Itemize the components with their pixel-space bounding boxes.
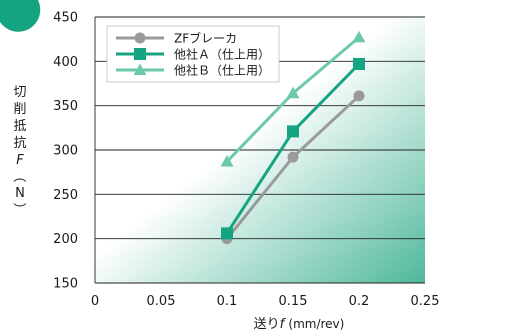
x-tick-label: 0.1 [217, 294, 238, 309]
corner-badge [0, 0, 41, 32]
series-layer [220, 30, 366, 245]
legend-swatch-marker [134, 32, 146, 44]
y-axis-label-char: 切 [13, 85, 26, 100]
y-axis-label-char: 削 [13, 102, 26, 117]
y-tick-label: 250 [53, 188, 78, 203]
y-tick-label: 400 [53, 55, 78, 70]
data-point [353, 57, 365, 70]
data-point [286, 86, 300, 99]
x-tick-label: 0.05 [147, 294, 176, 309]
y-axis-label-char: ） [11, 202, 26, 215]
data-point [353, 90, 365, 102]
x-tick-label: 0.2 [349, 294, 370, 309]
legend-label: ZFブレーカ [174, 31, 237, 46]
legend-item: ZFブレーカ [116, 31, 237, 46]
legend-label: 他社Ａ（仕上用） [174, 47, 270, 62]
data-point [220, 155, 234, 167]
data-point [287, 151, 299, 163]
x-axis-label: 送りf (mm/rev) [254, 317, 345, 332]
series-3 [220, 30, 366, 167]
legend-swatch-marker [134, 48, 146, 60]
x-axis-ticks: 0 0.05 0.1 0.15 0.2 0.25 [91, 294, 440, 309]
y-axis-label-char: 抗 [13, 136, 26, 151]
y-axis-label-char: 抵 [13, 119, 26, 134]
legend-label: 他社Ｂ（仕上用） [174, 63, 270, 78]
y-tick-label: 350 [53, 99, 78, 114]
data-point [221, 227, 233, 240]
data-point [352, 30, 366, 43]
y-axis-label-char: F [16, 153, 24, 168]
x-axis-label-text: 送り [254, 317, 280, 332]
y-axis-ticks: 150 200 250 300 350 400 450 [53, 11, 78, 292]
legend-item: 他社Ａ（仕上用） [116, 47, 270, 62]
y-tick-label: 150 [53, 277, 78, 292]
x-tick-label: 0 [91, 294, 99, 309]
y-tick-label: 450 [53, 11, 78, 26]
y-axis-label-char: N [15, 186, 25, 201]
y-tick-label: 200 [53, 232, 78, 247]
y-tick-label: 300 [53, 144, 78, 159]
x-axis-label-var: f [280, 317, 287, 332]
legend-item: 他社Ｂ（仕上用） [116, 63, 270, 78]
x-axis-label-unit: (mm/rev) [288, 317, 344, 331]
series-2 [221, 57, 365, 240]
x-tick-label: 0.25 [411, 294, 440, 309]
legend-swatch-marker [133, 63, 147, 75]
x-tick-label: 0.15 [279, 294, 308, 309]
y-axis-label-char: （ [11, 169, 26, 182]
data-point [287, 125, 299, 138]
